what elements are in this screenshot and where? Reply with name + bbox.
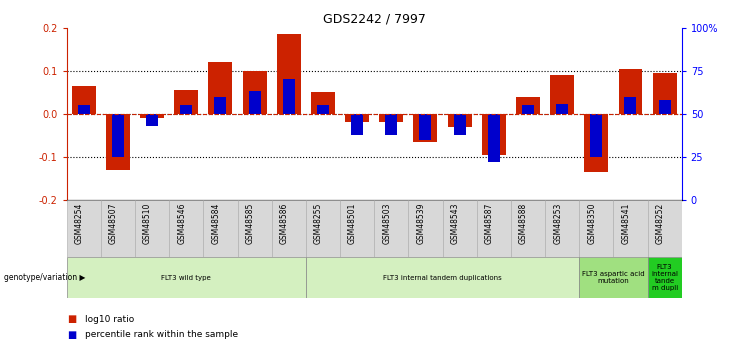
Bar <box>249 91 261 114</box>
Bar <box>614 200 648 257</box>
Bar <box>550 75 574 114</box>
Bar <box>140 114 164 118</box>
Bar <box>374 200 408 257</box>
Bar <box>242 71 267 114</box>
Bar <box>169 200 203 257</box>
Text: ■: ■ <box>67 314 76 324</box>
Bar <box>214 97 227 114</box>
Bar <box>591 114 602 157</box>
Bar <box>238 200 272 257</box>
Bar <box>648 257 682 298</box>
Bar <box>101 200 135 257</box>
Text: GSM48587: GSM48587 <box>485 203 494 244</box>
Bar <box>112 114 124 157</box>
Bar <box>556 104 568 114</box>
Bar <box>67 200 101 257</box>
Bar <box>208 62 233 114</box>
Bar <box>272 200 306 257</box>
Bar <box>78 105 90 114</box>
Bar <box>203 200 238 257</box>
Bar <box>106 114 130 170</box>
Bar <box>516 97 540 114</box>
Bar <box>653 73 677 114</box>
Bar <box>67 257 306 298</box>
Bar <box>448 114 471 127</box>
Bar <box>277 34 301 114</box>
Bar <box>311 92 335 114</box>
Bar <box>72 86 96 114</box>
Text: GSM48539: GSM48539 <box>416 203 425 245</box>
Bar <box>579 257 648 298</box>
Bar <box>340 200 374 257</box>
Text: FLT3 internal tandem duplications: FLT3 internal tandem duplications <box>383 275 502 281</box>
Text: GSM48546: GSM48546 <box>177 203 186 245</box>
Bar <box>511 200 545 257</box>
Text: GSM48350: GSM48350 <box>588 203 597 245</box>
Bar <box>351 114 363 135</box>
Text: GSM48584: GSM48584 <box>211 203 221 244</box>
Bar <box>648 200 682 257</box>
Bar <box>419 114 431 140</box>
Text: FLT3 aspartic acid
mutation: FLT3 aspartic acid mutation <box>582 271 645 284</box>
Text: FLT3
internal
tande
m dupli: FLT3 internal tande m dupli <box>651 264 678 291</box>
Title: GDS2242 / 7997: GDS2242 / 7997 <box>323 12 425 25</box>
Bar <box>476 200 511 257</box>
Bar <box>408 200 442 257</box>
Text: GSM48585: GSM48585 <box>245 203 255 244</box>
Text: GSM48252: GSM48252 <box>656 203 665 244</box>
Bar <box>385 114 397 135</box>
Text: GSM48507: GSM48507 <box>109 203 118 245</box>
Text: GSM48255: GSM48255 <box>314 203 323 244</box>
Bar <box>306 200 340 257</box>
Bar <box>659 100 671 114</box>
Text: GSM48588: GSM48588 <box>519 203 528 244</box>
Text: percentile rank within the sample: percentile rank within the sample <box>85 330 239 339</box>
Text: ■: ■ <box>67 330 76 339</box>
Bar <box>442 200 476 257</box>
Text: log10 ratio: log10 ratio <box>85 315 134 324</box>
Text: GSM48254: GSM48254 <box>75 203 84 244</box>
Bar <box>317 105 329 114</box>
Bar <box>146 114 158 126</box>
Bar <box>174 90 199 114</box>
Bar <box>180 105 192 114</box>
Bar <box>579 200 614 257</box>
Text: GSM48543: GSM48543 <box>451 203 459 245</box>
Bar <box>283 79 295 114</box>
Bar <box>545 200 579 257</box>
Text: GSM48503: GSM48503 <box>382 203 391 245</box>
Bar <box>488 114 499 162</box>
Text: GSM48501: GSM48501 <box>348 203 357 244</box>
Bar <box>625 97 637 114</box>
Bar <box>619 69 642 114</box>
Text: GSM48586: GSM48586 <box>280 203 289 244</box>
Text: GSM48253: GSM48253 <box>553 203 562 244</box>
Bar <box>379 114 403 122</box>
Bar <box>585 114 608 172</box>
Text: genotype/variation ▶: genotype/variation ▶ <box>4 273 85 282</box>
Text: GSM48510: GSM48510 <box>143 203 152 244</box>
Bar <box>306 257 579 298</box>
Text: FLT3 wild type: FLT3 wild type <box>162 275 211 281</box>
Bar <box>413 114 437 142</box>
Text: GSM48541: GSM48541 <box>622 203 631 244</box>
Bar <box>482 114 506 155</box>
Bar <box>522 105 534 114</box>
Bar <box>453 114 465 135</box>
Bar <box>135 200 169 257</box>
Bar <box>345 114 369 122</box>
